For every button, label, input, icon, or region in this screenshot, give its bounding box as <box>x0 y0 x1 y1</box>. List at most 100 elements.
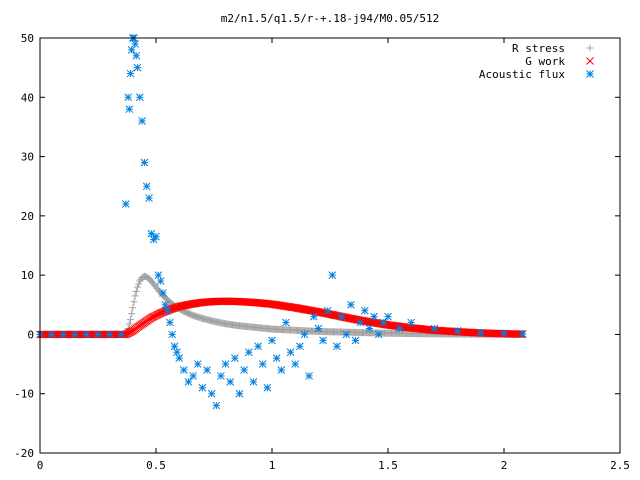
data-point <box>163 306 172 315</box>
data-point <box>286 348 295 357</box>
data-point <box>175 354 184 362</box>
data-point <box>254 342 262 351</box>
data-point <box>395 324 404 333</box>
data-point <box>126 316 134 324</box>
data-point <box>231 354 239 362</box>
data-point <box>384 312 392 321</box>
data-point <box>277 366 286 374</box>
data-point <box>370 312 378 321</box>
data-point <box>360 306 369 315</box>
data-point <box>133 283 141 291</box>
data-point <box>184 378 193 386</box>
data-point <box>351 336 360 345</box>
data-point <box>126 69 135 78</box>
data-point <box>323 306 332 315</box>
data-point <box>374 330 383 339</box>
data-point <box>430 324 439 333</box>
data-point <box>193 360 202 368</box>
data-point <box>136 277 144 285</box>
data-point <box>263 383 272 392</box>
y-tick-label: 40 <box>21 91 34 104</box>
x-tick-label: 0 <box>37 459 44 472</box>
y-tick-label: 50 <box>21 32 34 45</box>
data-point <box>82 330 91 339</box>
data-point <box>337 312 346 321</box>
data-point <box>189 372 197 380</box>
data-point <box>105 330 114 339</box>
data-point <box>133 63 142 72</box>
y-tick-label: 20 <box>21 210 34 223</box>
series-layer <box>36 34 527 410</box>
data-point <box>249 378 258 386</box>
y-tick-label: 30 <box>21 151 34 164</box>
data-point <box>170 342 179 351</box>
legend-label: G work <box>525 55 565 68</box>
data-point <box>125 320 133 328</box>
data-point <box>179 366 188 374</box>
data-point <box>291 360 300 368</box>
data-point <box>240 366 249 374</box>
data-point <box>333 342 341 351</box>
data-point <box>154 271 163 279</box>
data-point <box>166 318 174 327</box>
data-point <box>500 329 508 338</box>
data-point <box>127 46 136 54</box>
data-point <box>328 271 337 279</box>
data-point <box>300 330 309 339</box>
data-point <box>268 336 276 345</box>
data-point <box>476 328 485 337</box>
data-point <box>168 330 177 339</box>
data-point <box>135 280 143 288</box>
data-point <box>314 324 323 333</box>
data-point <box>272 354 281 362</box>
data-point <box>121 200 130 208</box>
data-point <box>282 318 290 327</box>
legend-marker <box>586 57 594 65</box>
legend-label: Acoustic flux <box>479 68 565 81</box>
data-point <box>518 329 527 338</box>
data-point <box>407 318 416 327</box>
axes: 0 0.5 1 1.5 2 2.5 -20 -10 0 10 20 30 40 50 <box>14 32 630 472</box>
data-point <box>235 389 244 398</box>
data-point <box>342 330 351 339</box>
data-point <box>156 277 165 285</box>
data-point <box>305 372 313 380</box>
legend-label: R stress <box>512 42 565 55</box>
data-point <box>244 348 253 357</box>
data-point <box>117 330 126 339</box>
data-point <box>59 330 68 339</box>
data-point <box>129 304 137 312</box>
data-point <box>125 105 134 113</box>
data-point <box>212 401 221 410</box>
y-tick-label: 10 <box>21 269 34 282</box>
chart-title: m2/n1.5/q1.5/r-+.18-j94/M0.05/512 <box>221 12 440 25</box>
data-point <box>161 300 170 309</box>
legend-marker <box>586 44 594 52</box>
y-tick-label: -20 <box>14 447 34 460</box>
data-point <box>365 324 374 333</box>
x-tick-label: 1 <box>269 459 276 472</box>
data-point <box>70 330 79 339</box>
data-point <box>173 348 181 357</box>
data-point <box>347 300 355 309</box>
data-point <box>94 330 102 339</box>
data-point <box>198 383 207 392</box>
data-point <box>130 298 138 306</box>
data-point <box>295 342 304 351</box>
data-point <box>207 389 216 398</box>
data-point <box>131 40 139 48</box>
data-point <box>379 318 388 327</box>
data-point <box>319 336 327 345</box>
series-g-work <box>36 297 527 339</box>
data-point <box>124 93 133 102</box>
series-acoustic-flux <box>36 34 527 410</box>
data-point <box>226 378 235 386</box>
data-point <box>152 232 160 241</box>
data-point <box>140 158 149 167</box>
data-point <box>142 182 151 191</box>
data-point <box>145 194 153 202</box>
data-point <box>138 117 146 125</box>
data-point <box>309 312 318 321</box>
data-point <box>47 330 56 339</box>
